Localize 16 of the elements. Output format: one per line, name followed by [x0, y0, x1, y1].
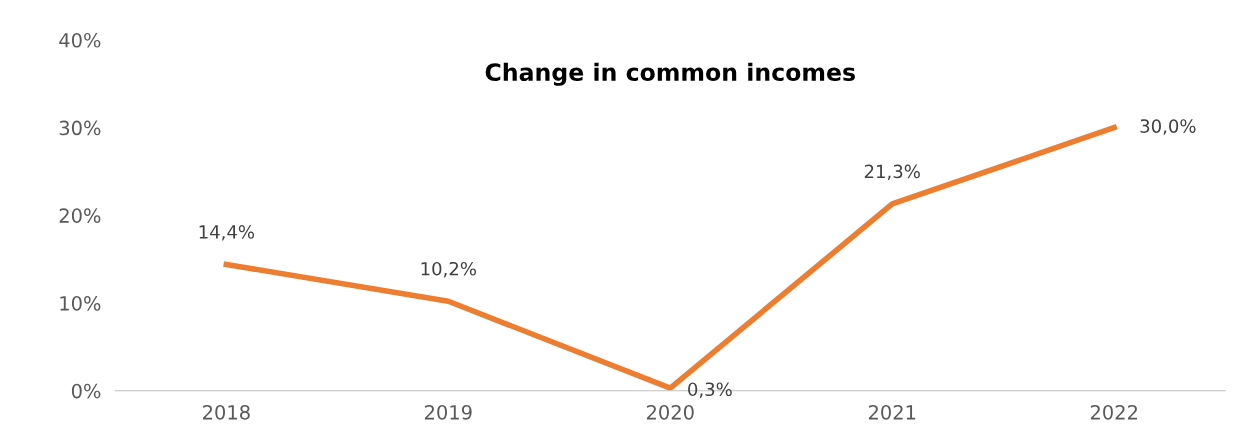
y-tick-label: 30%	[59, 120, 101, 136]
text: Change in common incomes	[485, 62, 855, 86]
x-tick-label: 2020	[646, 404, 694, 420]
x-tick-label: 2021	[868, 404, 916, 420]
y-tick-label: 0%	[71, 383, 101, 399]
data-label: 10,2%	[421, 261, 476, 278]
data-label: 0,3%	[688, 382, 732, 398]
x-tick-label: 2018	[203, 404, 250, 420]
data-label: 21,3%	[864, 164, 920, 181]
data-label: 30,0%	[1140, 119, 1196, 135]
y-tick-label: 10%	[60, 295, 101, 311]
x-tick-label: 2022	[1090, 404, 1137, 420]
y-tick-label: 20%	[59, 208, 101, 223]
y-tick-label: 40%	[59, 32, 101, 48]
data-label: 14,4%	[199, 225, 255, 241]
x-tick-label: 2019	[424, 404, 472, 420]
